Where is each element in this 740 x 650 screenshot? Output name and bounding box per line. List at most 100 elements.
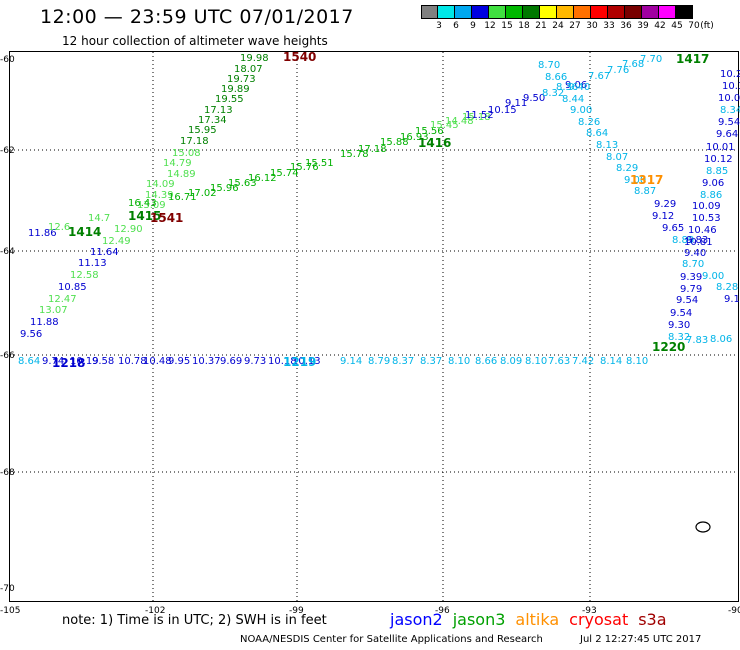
satellite-jason3: jason3 — [452, 610, 506, 629]
track-b-value: 11.52 — [465, 110, 494, 121]
track-b-value: 15.45 — [430, 120, 459, 131]
bottom-row-value: 10.37 — [192, 356, 221, 367]
bottom-row-value: 9.74 — [42, 356, 64, 367]
bottom-row-value: 8.10 — [525, 356, 547, 367]
track-b-value: 17.18 — [358, 144, 387, 155]
track-c-value: 7.83 — [686, 335, 708, 346]
track-c-value: 9.00 — [702, 271, 724, 282]
legend-label: 12 — [484, 21, 496, 31]
track-c-value: 8.26 — [578, 117, 600, 128]
track-a-value: 19.89 — [221, 84, 250, 95]
track-b-value: 9.06 — [565, 80, 587, 91]
track-c-value: 8.36 — [556, 82, 578, 93]
track-c-value: 9.83 — [686, 235, 708, 246]
track-c-value: 9.00 — [570, 105, 592, 116]
track-b-value: 16.43 — [128, 198, 157, 209]
legend-label: 6 — [453, 21, 459, 31]
track-a-value: 19.55 — [215, 94, 244, 105]
legend-swatch — [438, 5, 455, 19]
track-c-value: 9.54 — [670, 308, 692, 319]
track-time-label: 1541 — [150, 211, 183, 225]
satellite-list: jason2 jason3 altika cryosat s3a — [390, 610, 667, 629]
bottom-row-value: 10.48 — [143, 356, 172, 367]
track-c-value: 8.70 — [538, 60, 560, 71]
track-c-value: 9.39 — [680, 272, 702, 283]
bottom-row-value: 10.78 — [118, 356, 147, 367]
track-a-value: 12.47 — [48, 294, 77, 305]
lon-tick-label: -96 — [435, 606, 450, 616]
map-frame — [9, 51, 739, 602]
legend-label: 18 — [518, 21, 530, 31]
bottom-row-value: 8.37 — [392, 356, 414, 367]
legend-swatch — [506, 5, 523, 19]
track-a-value: 13.07 — [39, 305, 68, 316]
legend-swatch — [455, 5, 472, 19]
track-a-value: 12.90 — [114, 224, 143, 235]
track-d-value: 10.2 — [720, 69, 740, 80]
track-c-value: 7.70 — [640, 54, 662, 65]
bottom-row-value: 10.19 — [70, 356, 99, 367]
track-b-value: 16.12 — [248, 173, 277, 184]
track-c-value: 8.07 — [606, 152, 628, 163]
legend-label: 15 — [501, 21, 513, 31]
legend-label: 70 — [688, 21, 700, 31]
bottom-row-value: 7.42 — [572, 356, 594, 367]
track-a-value: 14.89 — [167, 169, 196, 180]
legend-swatch — [608, 5, 625, 19]
track-c-value: 9.12 — [652, 211, 674, 222]
track-b-value: 10.15 — [488, 105, 517, 116]
page-title: 12:00 — 23:59 UTC 07/01/2017 — [40, 6, 354, 28]
track-c-value: 8.13 — [596, 140, 618, 151]
track-time-label: 1218 — [52, 356, 85, 370]
lat-tick-label: -66 — [0, 351, 15, 361]
lon-tick-label: -102 — [145, 606, 165, 616]
track-b-value: 9.11 — [505, 98, 527, 109]
track-c-value: 9.29 — [654, 199, 676, 210]
track-time-label: 1417 — [676, 52, 709, 66]
track-d-value: 8.85 — [706, 166, 728, 177]
track-a-value: 14.79 — [163, 158, 192, 169]
track-b-value: 15.63 — [228, 178, 257, 189]
track-time-label: 1220 — [652, 340, 685, 354]
bottom-row-value: 9.95 — [168, 356, 190, 367]
track-a-value: 13.09 — [137, 200, 166, 211]
track-b-value: 15.56 — [415, 126, 444, 137]
track-a-value: 9.56 — [20, 329, 42, 340]
bottom-row-value: 9.69 — [220, 356, 242, 367]
lon-tick-label: -99 — [289, 606, 304, 616]
legend-swatch — [676, 5, 693, 19]
legend-label: 39 — [637, 21, 649, 31]
legend-label: 27 — [569, 21, 581, 31]
track-c-value: 9.40 — [684, 248, 706, 259]
legend-label: 3 — [436, 21, 442, 31]
track-c-value: 9.79 — [680, 284, 702, 295]
legend-label: 42 — [654, 21, 666, 31]
legend-swatch — [472, 5, 489, 19]
track-a-value: 18.07 — [234, 64, 263, 75]
track-a-value: 11.64 — [90, 247, 119, 258]
lon-tick-label: -93 — [582, 606, 597, 616]
bottom-row-value: 8.64 — [18, 356, 40, 367]
bottom-row-value: 8.10 — [626, 356, 648, 367]
satellite-altika: altika — [515, 610, 560, 629]
legend-label: 9 — [470, 21, 476, 31]
bottom-row-value: 10.18 — [268, 356, 297, 367]
lat-tick-label: -64 — [0, 247, 15, 257]
track-a-value: 11.88 — [30, 317, 59, 328]
track-d-value: 10.81 — [684, 237, 713, 248]
track-a-value: 14.09 — [146, 179, 175, 190]
track-c-value: 8.87 — [634, 186, 656, 197]
track-a-value: 12.58 — [70, 270, 99, 281]
satellite-s3a: s3a — [638, 610, 667, 629]
bottom-row-value: 9.14 — [340, 356, 362, 367]
track-c-value: 8.32 — [542, 88, 564, 99]
track-d-value: 8.34 — [720, 105, 740, 116]
track-b-value: 16.71 — [168, 192, 197, 203]
track-a-value: 15.08 — [172, 148, 201, 159]
track-c-value: 8.32 — [668, 332, 690, 343]
track-b-value: 15.74 — [270, 168, 299, 179]
legend-label: 21 — [535, 21, 547, 31]
track-b-value: 17.02 — [188, 188, 217, 199]
track-d-value: 10.01 — [706, 142, 735, 153]
